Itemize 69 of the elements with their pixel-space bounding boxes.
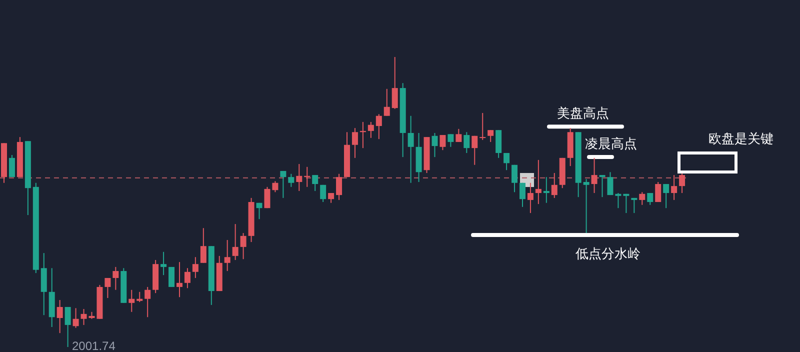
candlestick [336, 173, 342, 200]
candlestick [104, 277, 111, 298]
candlestick [519, 182, 526, 208]
text: 欧盘是关键 [708, 131, 774, 146]
candlestick [176, 262, 182, 298]
candlestick [472, 135, 478, 166]
candlestick [200, 228, 206, 264]
ref-line-label: 凌晨高点 [585, 136, 637, 152]
ref-line-label: 低点分水岭 [576, 246, 640, 262]
annotation: 2001.74 [72, 339, 116, 352]
candlestick [679, 172, 686, 194]
candlestick [240, 232, 246, 260]
candlestick [440, 134, 446, 151]
candlestick [464, 132, 470, 154]
candlestick [160, 251, 167, 276]
candlestick [184, 268, 190, 289]
candlestick [591, 157, 598, 194]
candlestick [480, 112, 486, 140]
candlestick [312, 174, 318, 192]
candlestick [224, 239, 230, 272]
candlestick [56, 300, 63, 334]
candlestick [280, 170, 286, 198]
candlestick [527, 182, 534, 214]
candlestick [288, 173, 294, 188]
candlestick [504, 152, 510, 171]
candlestick [192, 256, 198, 278]
candlestick [496, 130, 502, 158]
candlestick [408, 115, 414, 184]
candlestick [144, 286, 151, 318]
candlestick [615, 192, 622, 209]
candlestick [607, 172, 614, 196]
candlestick [456, 128, 462, 142]
candlestick [512, 164, 518, 193]
candlestick [623, 193, 630, 214]
ref-line-label: 美盘高点 [557, 106, 609, 121]
candlestick [232, 224, 238, 260]
candlestick [535, 159, 542, 205]
candlestick [296, 164, 302, 192]
candlestick [599, 174, 606, 198]
candlestick [376, 114, 382, 140]
candlestick [328, 192, 334, 204]
candlestick [64, 306, 71, 347]
candlestick [655, 181, 662, 202]
candlestick [384, 88, 390, 116]
candlestick [128, 289, 135, 312]
candlestick [136, 291, 143, 303]
candlestick [320, 184, 326, 202]
candlestick [168, 266, 175, 288]
candlestick [432, 132, 438, 158]
candlestick [256, 202, 262, 220]
candlestick [264, 186, 270, 209]
candlestick [392, 57, 398, 110]
candlestick [583, 178, 590, 234]
candlestick [543, 176, 550, 204]
candlestick [488, 130, 494, 142]
candlestick [631, 197, 638, 214]
candlestick [40, 252, 47, 316]
candlestick [663, 184, 670, 209]
candlestick [368, 121, 374, 138]
candlestick [671, 174, 678, 200]
candlestick [551, 172, 558, 198]
candlestick [448, 134, 454, 148]
candlestick [639, 192, 646, 206]
candlestick [352, 128, 358, 158]
candlestick [112, 266, 119, 290]
candlestick [72, 308, 79, 328]
candlestick [272, 180, 278, 193]
candlestick [647, 192, 654, 206]
candlestick [8, 154, 15, 178]
